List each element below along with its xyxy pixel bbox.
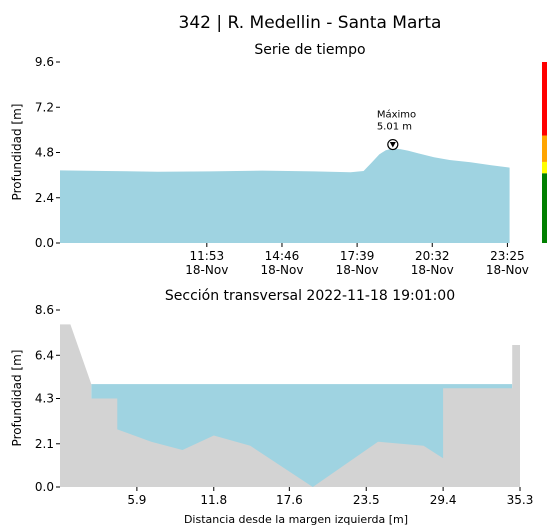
time-series-title: Serie de tiempo [254, 42, 365, 58]
y-tick-label: 7.2 [35, 100, 54, 114]
x-tick-label: 35.3 [507, 493, 534, 507]
time-series-y-ticks: 0.0 2.4 4.8 7.2 9.6 [35, 55, 60, 250]
y-tick-label: 8.6 [35, 303, 54, 317]
y-tick-label: 2.1 [35, 437, 54, 451]
y-tick-label: 9.6 [35, 55, 54, 69]
cross-section-title: Sección transversal 2022-11-18 19:01:00 [165, 288, 455, 304]
y-tick-label: 4.3 [35, 392, 54, 406]
x-tick-date: 18-Nov [336, 263, 379, 277]
alert-segment [542, 62, 547, 136]
x-tick-date: 18-Nov [411, 263, 454, 277]
cross-section-y-ticks: 0.0 2.1 4.3 6.4 8.6 [35, 303, 60, 494]
x-tick-label: 23.5 [353, 493, 380, 507]
max-annotation-value: 5.01 m [377, 122, 412, 133]
y-tick-label: 4.8 [35, 146, 54, 160]
alert-segment [542, 162, 547, 173]
depth-series-area [60, 149, 510, 244]
alert-level-bar [542, 62, 547, 243]
x-tick-label: 29.4 [430, 493, 457, 507]
cross-section-ylabel: Profundidad [m] [10, 350, 24, 447]
x-tick-time: 14:46 [265, 249, 300, 263]
time-series-ylabel: Profundidad [m] [10, 104, 24, 201]
x-tick-label: 11.8 [200, 493, 227, 507]
x-tick-time: 17:39 [340, 249, 375, 263]
x-tick-label: 5.9 [127, 493, 146, 507]
y-tick-label: 6.4 [35, 348, 54, 362]
x-tick-time: 23:25 [490, 249, 525, 263]
cross-section-area-layer [60, 324, 520, 487]
time-series-x-ticks: 11:5318-Nov14:4618-Nov17:3918-Nov20:3218… [185, 243, 529, 277]
x-tick-time: 11:53 [190, 249, 225, 263]
y-tick-label: 2.4 [35, 191, 54, 205]
x-tick-date: 18-Nov [486, 263, 529, 277]
page-title: 342 | R. Medellin - Santa Marta [179, 13, 442, 33]
y-tick-label: 0.0 [35, 236, 54, 250]
max-annotation: Máximo 5.01 m [377, 109, 416, 150]
alert-segment [542, 136, 547, 162]
time-series-area-layer [60, 149, 510, 244]
x-tick-label: 17.6 [276, 493, 303, 507]
alert-segment [542, 173, 547, 243]
x-tick-date: 18-Nov [260, 263, 303, 277]
time-series-chart: Serie de tiempo Profundidad [m] 0.0 2.4 4.… [10, 42, 547, 277]
x-tick-date: 18-Nov [185, 263, 228, 277]
cross-section-xlabel: Distancia desde la margen izquierda [m] [184, 513, 408, 526]
y-tick-label: 0.0 [35, 480, 54, 494]
cross-section-x-ticks: 5.9 11.8 17.6 23.5 29.4 35.3 [127, 487, 533, 507]
x-tick-time: 20:32 [415, 249, 450, 263]
max-annotation-label: Máximo [377, 109, 416, 121]
cross-section-chart: Sección transversal 2022-11-18 19:01:00 … [10, 288, 533, 526]
